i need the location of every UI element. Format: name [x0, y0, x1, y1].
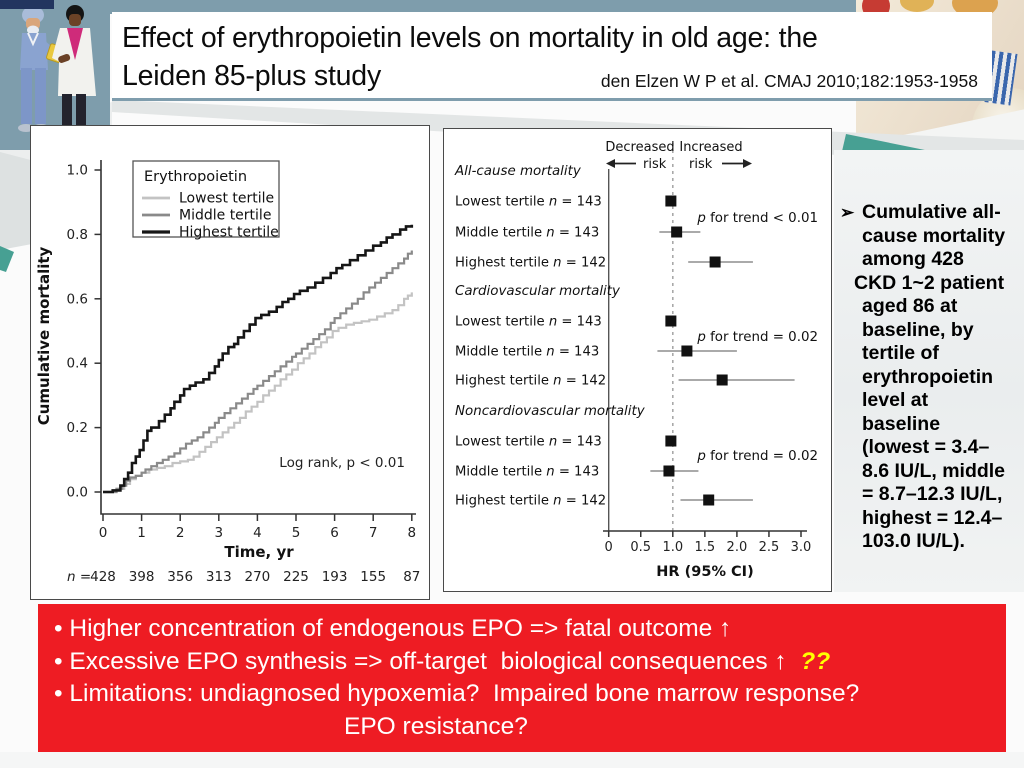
side-note-line: cause mortality [862, 224, 1006, 247]
arrow-bullet-icon: ➢ [840, 203, 855, 222]
side-note-line: Cumulative all- [862, 201, 1001, 223]
side-note-line: baseline [862, 412, 941, 435]
svg-text:0.0: 0.0 [67, 485, 88, 501]
svg-text:6: 6 [330, 525, 339, 541]
side-note-line: highest = 12.4– [862, 506, 1003, 529]
svg-text:Cumulative mortality: Cumulative mortality [35, 246, 53, 425]
svg-text:risk: risk [689, 157, 713, 172]
side-note-line: 8.6 IU/L, middle [862, 459, 1006, 482]
svg-text:Increased: Increased [679, 140, 742, 155]
svg-text:7: 7 [369, 525, 378, 541]
side-note-background [834, 150, 1024, 592]
svg-text:Highest tertile n = 142: Highest tertile n = 142 [455, 374, 606, 389]
banner-line: EPO resistance? [344, 712, 528, 740]
svg-text:1.0: 1.0 [662, 540, 683, 555]
svg-text:193: 193 [322, 569, 348, 585]
svg-text:Middle tertile n = 143: Middle tertile n = 143 [455, 345, 599, 360]
svg-text:2: 2 [176, 525, 185, 541]
svg-text:Cardiovascular mortality: Cardiovascular mortality [455, 284, 621, 299]
svg-text:225: 225 [283, 569, 309, 585]
svg-text:Time, yr: Time, yr [224, 543, 294, 561]
svg-text:Highest tertile n = 142: Highest tertile n = 142 [455, 494, 606, 509]
svg-text:Middle tertile n = 143: Middle tertile n = 143 [455, 465, 599, 480]
kaplan-meier-chart-panel: 0.0 0.2 0.4 0.6 0.8 1.0 0 1 2 3 4 5 6 7 8 Time, yr n = 42… [30, 125, 430, 600]
svg-text:p for trend = 0.02: p for trend = 0.02 [696, 330, 818, 345]
svg-text:428: 428 [90, 569, 116, 585]
bottom-strip [0, 752, 1024, 768]
svg-text:87: 87 [403, 569, 420, 585]
side-note-line: tertile of [862, 342, 939, 364]
side-note-line: CKD 1~2 patient [854, 271, 1005, 294]
svg-text:Middle tertile n = 143: Middle tertile n = 143 [455, 226, 599, 241]
svg-text:Log rank, p < 0.01: Log rank, p < 0.01 [279, 455, 405, 471]
svg-text:1.5: 1.5 [695, 540, 716, 555]
svg-text:All-cause mortality: All-cause mortality [454, 164, 582, 179]
side-note-line: 103.0 IU/L). [862, 530, 965, 552]
svg-text:0.2: 0.2 [67, 420, 88, 436]
svg-text:0.5: 0.5 [630, 540, 651, 555]
navy-corner-strip [0, 0, 54, 9]
svg-text:HR (95% CI): HR (95% CI) [656, 564, 753, 580]
svg-text:risk: risk [643, 157, 667, 172]
svg-text:Decreased: Decreased [605, 140, 674, 155]
svg-text:2.0: 2.0 [727, 540, 748, 555]
svg-text:2.5: 2.5 [759, 540, 780, 555]
svg-text:398: 398 [129, 569, 155, 585]
svg-text:Lowest tertile n = 143: Lowest tertile n = 143 [455, 435, 602, 450]
page-title: Effect of erythropoietin levels on morta… [122, 22, 818, 92]
svg-text:1.0: 1.0 [67, 163, 88, 179]
banner-line: • Excessive EPO synthesis => off-target … [54, 647, 831, 675]
svg-text:Highest tertile n = 142: Highest tertile n = 142 [455, 256, 606, 271]
svg-text:3: 3 [215, 525, 224, 541]
question-marks-highlight: ?? [800, 647, 831, 675]
svg-text:0.6: 0.6 [67, 291, 88, 307]
summary-banner: • Higher concentration of endogenous EPO… [38, 604, 1006, 752]
svg-text:Middle tertile: Middle tertile [179, 208, 271, 224]
side-note-line: among 428 [862, 248, 964, 270]
cumulative-mortality-chart: 0.0 0.2 0.4 0.6 0.8 1.0 0 1 2 3 4 5 6 7 8 Time, yr n =42… [35, 160, 420, 585]
svg-text:3.0: 3.0 [791, 540, 812, 555]
svg-text:0: 0 [605, 540, 613, 555]
svg-text:Highest tertile: Highest tertile [179, 225, 279, 241]
side-note-text: ➢ Cumulative all-cause mortality among 42… [840, 201, 1024, 554]
banner-line: • Limitations: undiagnosed hypoxemia? Im… [54, 680, 860, 707]
side-note-line: aged 86 at [862, 295, 958, 317]
svg-text:Noncardiovascular mortality: Noncardiovascular mortality [455, 404, 646, 419]
svg-text:270: 270 [245, 569, 271, 585]
side-note-line: level at [862, 389, 929, 411]
svg-text:313: 313 [206, 569, 232, 585]
banner-line: • Higher concentration of endogenous EPO… [54, 615, 732, 642]
svg-text:4: 4 [253, 525, 262, 541]
svg-text:Lowest tertile: Lowest tertile [179, 191, 274, 207]
svg-text:0: 0 [99, 525, 108, 541]
svg-text:p for trend = 0.02: p for trend = 0.02 [696, 449, 818, 464]
svg-text:Erythropoietin: Erythropoietin [144, 169, 247, 185]
svg-text:Lowest tertile n = 143: Lowest tertile n = 143 [455, 315, 602, 330]
svg-text:155: 155 [360, 569, 386, 585]
top-decorative-strip [0, 0, 868, 14]
citation-text: den Elzen W P et al. CMAJ 2010;182:1953-… [600, 71, 978, 91]
svg-text:p for trend < 0.01: p for trend < 0.01 [696, 211, 818, 226]
svg-text:0.4: 0.4 [67, 356, 88, 372]
side-note-line: = 8.7–12.3 IU/L, [862, 483, 1003, 505]
svg-text:5: 5 [292, 525, 301, 541]
svg-text:1: 1 [137, 525, 146, 541]
side-note-line: (lowest = 3.4– [862, 436, 990, 458]
svg-text:356: 356 [167, 569, 193, 585]
svg-text:Lowest tertile n = 143: Lowest tertile n = 143 [455, 195, 602, 210]
svg-text:n =: n = [67, 569, 91, 585]
svg-text:0.8: 0.8 [67, 227, 88, 243]
svg-text:8: 8 [408, 525, 417, 541]
hazard-ratio-forest-plot: Decreased risk Increased risk All-cause mort… [454, 140, 818, 580]
forest-plot-panel: Decreased risk Increased risk All-cause mort… [443, 128, 832, 592]
title-bar: Effect of erythropoietin levels on morta… [112, 12, 992, 101]
side-note-line: erythropoietin [862, 365, 994, 388]
side-note-line: baseline, by [862, 318, 974, 341]
